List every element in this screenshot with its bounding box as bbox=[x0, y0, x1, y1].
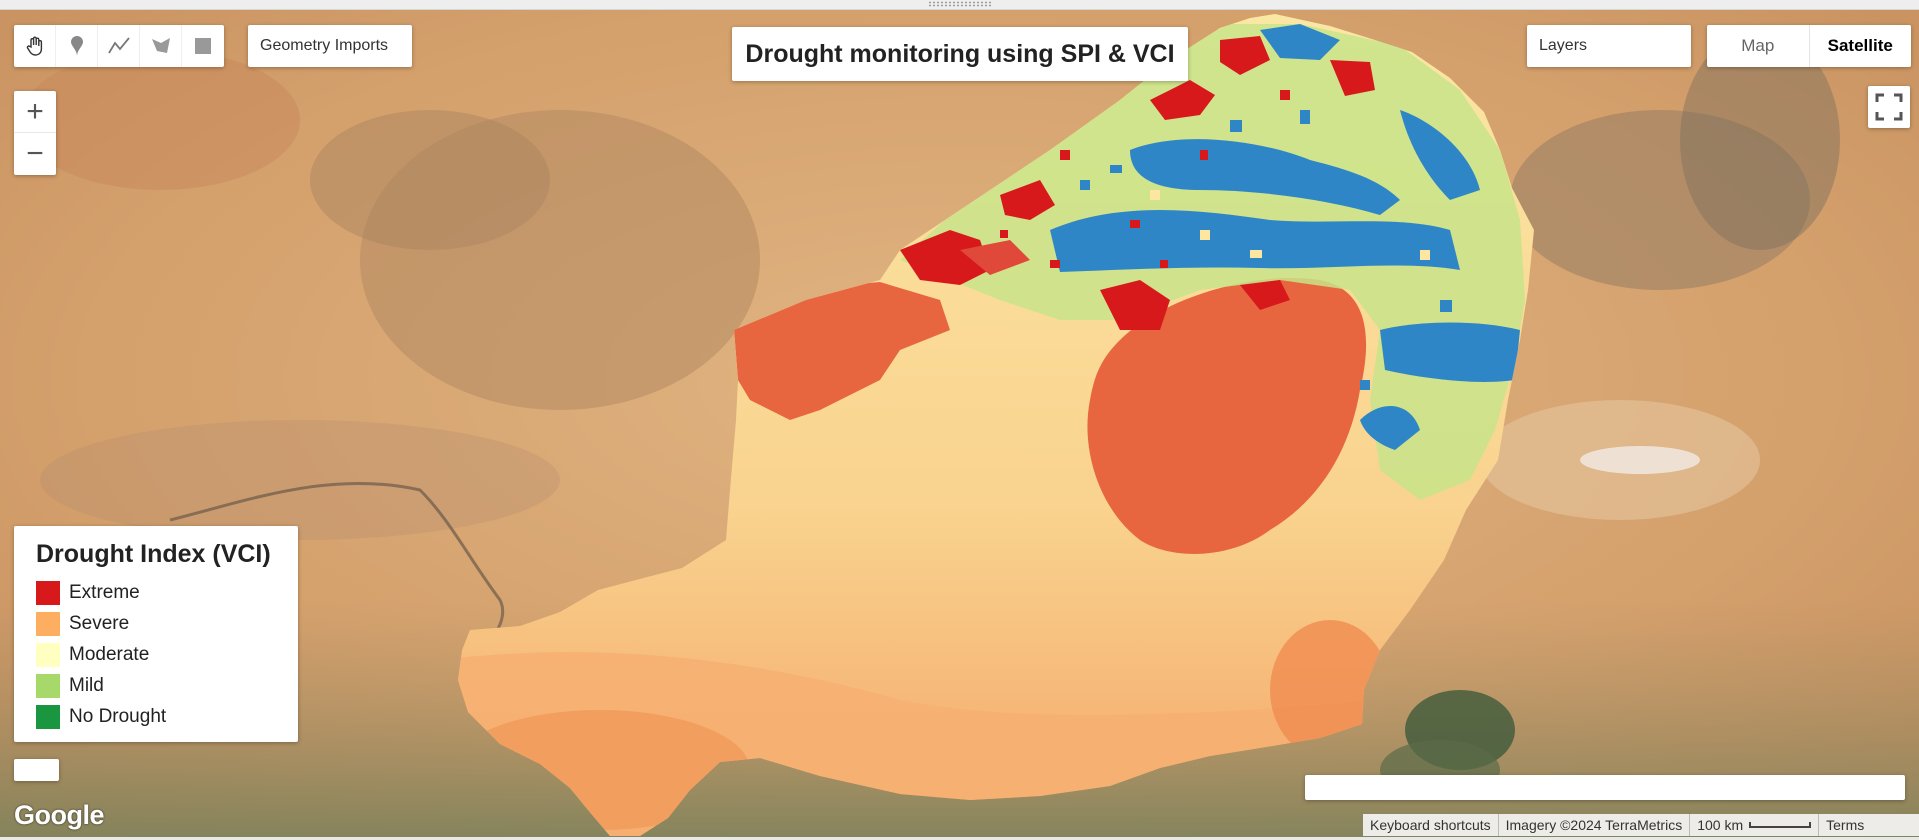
fullscreen-icon bbox=[1875, 93, 1903, 121]
zoom-control: + − bbox=[14, 91, 56, 175]
legend-label: No Drought bbox=[69, 705, 167, 727]
map-type-map-button[interactable]: Map bbox=[1707, 25, 1810, 67]
legend-item: Extreme bbox=[36, 577, 276, 608]
empty-bottom-panel bbox=[1305, 775, 1905, 800]
polygon-tool-button[interactable] bbox=[140, 25, 182, 67]
terms-link[interactable]: Terms bbox=[1826, 817, 1865, 833]
legend-label: Mild bbox=[69, 674, 104, 696]
map-title: Drought monitoring using SPI & VCI bbox=[732, 27, 1188, 81]
polygon-icon bbox=[151, 38, 170, 53]
marker-tool-button[interactable] bbox=[56, 25, 98, 67]
legend-item: Mild bbox=[36, 670, 276, 701]
map-type-control: Map Satellite bbox=[1707, 25, 1911, 67]
scale-line bbox=[1749, 822, 1812, 828]
imagery-credit: Imagery ©2024 TerraMetrics bbox=[1499, 814, 1691, 836]
rectangle-tool-button[interactable] bbox=[182, 25, 224, 67]
layers-button[interactable]: Layers bbox=[1527, 25, 1691, 67]
legend-swatch bbox=[36, 673, 60, 698]
legend-panel: Drought Index (VCI) Extreme Severe Moder… bbox=[14, 526, 298, 742]
legend-label: Extreme bbox=[69, 581, 140, 603]
map-title-text: Drought monitoring using SPI & VCI bbox=[745, 39, 1175, 68]
legend-swatch bbox=[36, 611, 60, 636]
legend-title: Drought Index (VCI) bbox=[36, 540, 271, 568]
geometry-imports-label: Geometry Imports bbox=[260, 37, 389, 54]
legend-swatch bbox=[36, 704, 60, 729]
rectangle-icon bbox=[195, 38, 211, 54]
legend-swatch bbox=[36, 642, 60, 667]
drawing-toolbar bbox=[14, 25, 224, 67]
fullscreen-button[interactable] bbox=[1868, 86, 1910, 128]
line-tool-button[interactable] bbox=[98, 25, 140, 67]
zoom-in-button[interactable]: + bbox=[14, 91, 56, 133]
legend-label: Severe bbox=[69, 612, 130, 634]
attribution-bar: Keyboard shortcuts Imagery ©2024 TerraMe… bbox=[1363, 814, 1919, 836]
polyline-icon bbox=[107, 37, 130, 54]
keyboard-shortcuts-link[interactable]: Keyboard shortcuts bbox=[1363, 814, 1499, 836]
layers-label: Layers bbox=[1539, 37, 1588, 54]
legend-item: Severe bbox=[36, 608, 276, 639]
drag-handle[interactable] bbox=[928, 1, 992, 7]
hand-tool-button[interactable] bbox=[14, 25, 56, 67]
legend-item: No Drought bbox=[36, 701, 276, 732]
zoom-out-button[interactable]: − bbox=[26, 137, 44, 170]
geometry-imports-button[interactable]: Geometry Imports bbox=[248, 25, 412, 67]
legend-label: Moderate bbox=[69, 643, 150, 665]
google-logo: Google bbox=[14, 800, 105, 830]
bottom-border bbox=[0, 837, 1919, 840]
hand-icon bbox=[26, 36, 42, 56]
marker-pin-icon bbox=[70, 36, 83, 56]
legend-swatch bbox=[36, 580, 60, 605]
top-resize-bar[interactable] bbox=[0, 0, 1919, 10]
map-scale[interactable]: 100 km bbox=[1690, 814, 1820, 836]
scale-label: 100 km bbox=[1697, 817, 1744, 833]
map-type-satellite-button[interactable]: Satellite bbox=[1827, 36, 1893, 55]
empty-panel bbox=[14, 759, 59, 781]
legend-item: Moderate bbox=[36, 639, 276, 670]
